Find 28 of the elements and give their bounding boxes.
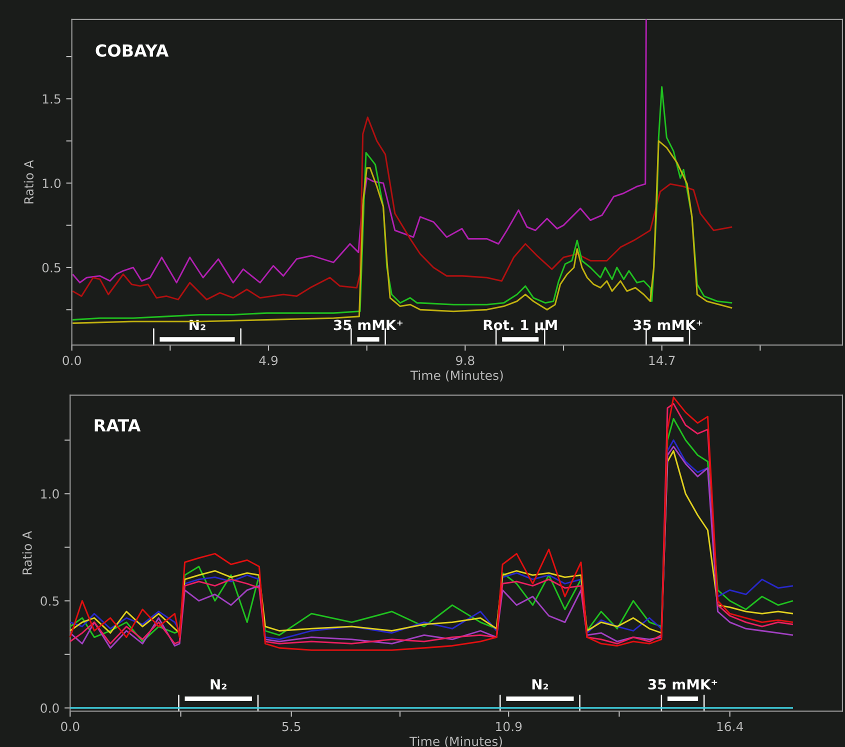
x-tick-label: 0.0 xyxy=(62,356,81,366)
series-label: N₂ xyxy=(210,679,226,690)
series-label: Rot. 1 μM xyxy=(484,320,557,333)
annotation: RATA xyxy=(94,419,141,432)
x-tick-label: 5.5 xyxy=(282,722,300,732)
line-series xyxy=(72,18,647,284)
y-tick-label: 1.0 xyxy=(42,178,61,188)
series-label: 35 mMK⁺ xyxy=(648,679,718,690)
y-tick-label: 1.5 xyxy=(42,94,60,104)
x-tick-label: 16.4 xyxy=(717,722,744,732)
line-series xyxy=(72,86,733,321)
line-series xyxy=(72,116,733,300)
x-tick-label: 0.0 xyxy=(61,722,80,732)
x-axis-title: Time (Minutes) xyxy=(410,370,503,382)
x-tick-label: 10.9 xyxy=(496,722,522,732)
y-axis-title: Ratio A xyxy=(22,530,32,574)
y-axis-title: Ratio A xyxy=(24,160,34,204)
y-tick-label: 0.5 xyxy=(40,596,59,606)
annotation: COBAYA xyxy=(96,44,169,57)
x-tick-label: 4.9 xyxy=(259,356,278,366)
y-tick-label: 0.0 xyxy=(40,703,59,713)
y-tick-label: 1.0 xyxy=(41,489,59,499)
x-tick-label: 9.8 xyxy=(456,356,474,366)
series-label: N₂ xyxy=(532,679,548,690)
x-tick-label: 14.7 xyxy=(649,356,675,366)
y-tick-label: 0.5 xyxy=(42,262,60,272)
series-label: 35 mMK⁺ xyxy=(634,320,702,330)
series-label: 35 mMK⁺ xyxy=(334,320,403,330)
